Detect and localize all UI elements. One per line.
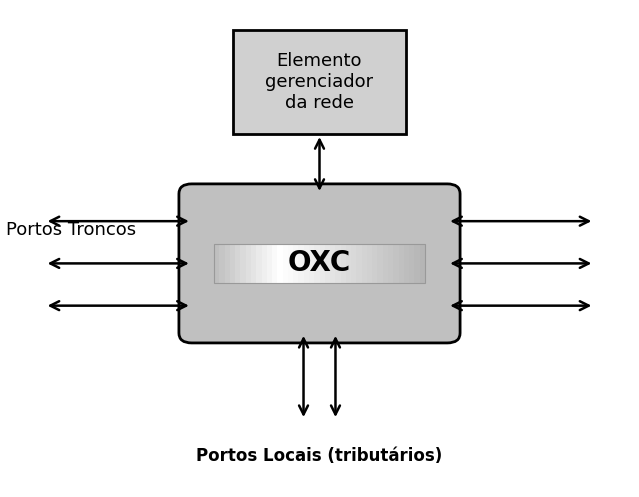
Bar (304, 244, 310, 283)
Bar (394, 244, 399, 283)
FancyBboxPatch shape (179, 184, 460, 343)
Bar (351, 244, 357, 283)
Text: Elemento
gerenciador
da rede: Elemento gerenciador da rede (265, 52, 374, 112)
Bar (277, 244, 283, 283)
Bar (235, 244, 241, 283)
Bar (367, 244, 373, 283)
Bar (383, 244, 389, 283)
Bar (240, 244, 247, 283)
Bar (314, 244, 320, 283)
Bar (404, 244, 410, 283)
Text: Portos Troncos: Portos Troncos (6, 221, 137, 239)
Bar (409, 244, 415, 283)
Bar (225, 244, 231, 283)
Bar (341, 244, 346, 283)
Bar (293, 244, 299, 283)
Bar (261, 244, 268, 283)
Bar (288, 244, 294, 283)
Bar (325, 244, 331, 283)
Bar (362, 244, 367, 283)
Bar (282, 244, 289, 283)
Bar (399, 244, 404, 283)
Bar (346, 244, 351, 283)
Bar (415, 244, 420, 283)
Text: Portos Locais (tributários): Portos Locais (tributários) (196, 447, 443, 465)
Bar (372, 244, 378, 283)
Bar (233, 30, 406, 134)
Bar (245, 244, 252, 283)
Bar (219, 244, 225, 283)
Bar (309, 244, 315, 283)
Bar (272, 244, 278, 283)
Bar (298, 244, 304, 283)
Bar (214, 244, 220, 283)
Bar (330, 244, 336, 283)
Text: OXC: OXC (288, 249, 351, 277)
Bar (251, 244, 257, 283)
Bar (320, 244, 325, 283)
Bar (230, 244, 236, 283)
Bar (420, 244, 426, 283)
Bar (388, 244, 394, 283)
Bar (378, 244, 383, 283)
Bar (214, 244, 425, 283)
Bar (256, 244, 262, 283)
Bar (267, 244, 273, 283)
Bar (335, 244, 341, 283)
Bar (357, 244, 362, 283)
